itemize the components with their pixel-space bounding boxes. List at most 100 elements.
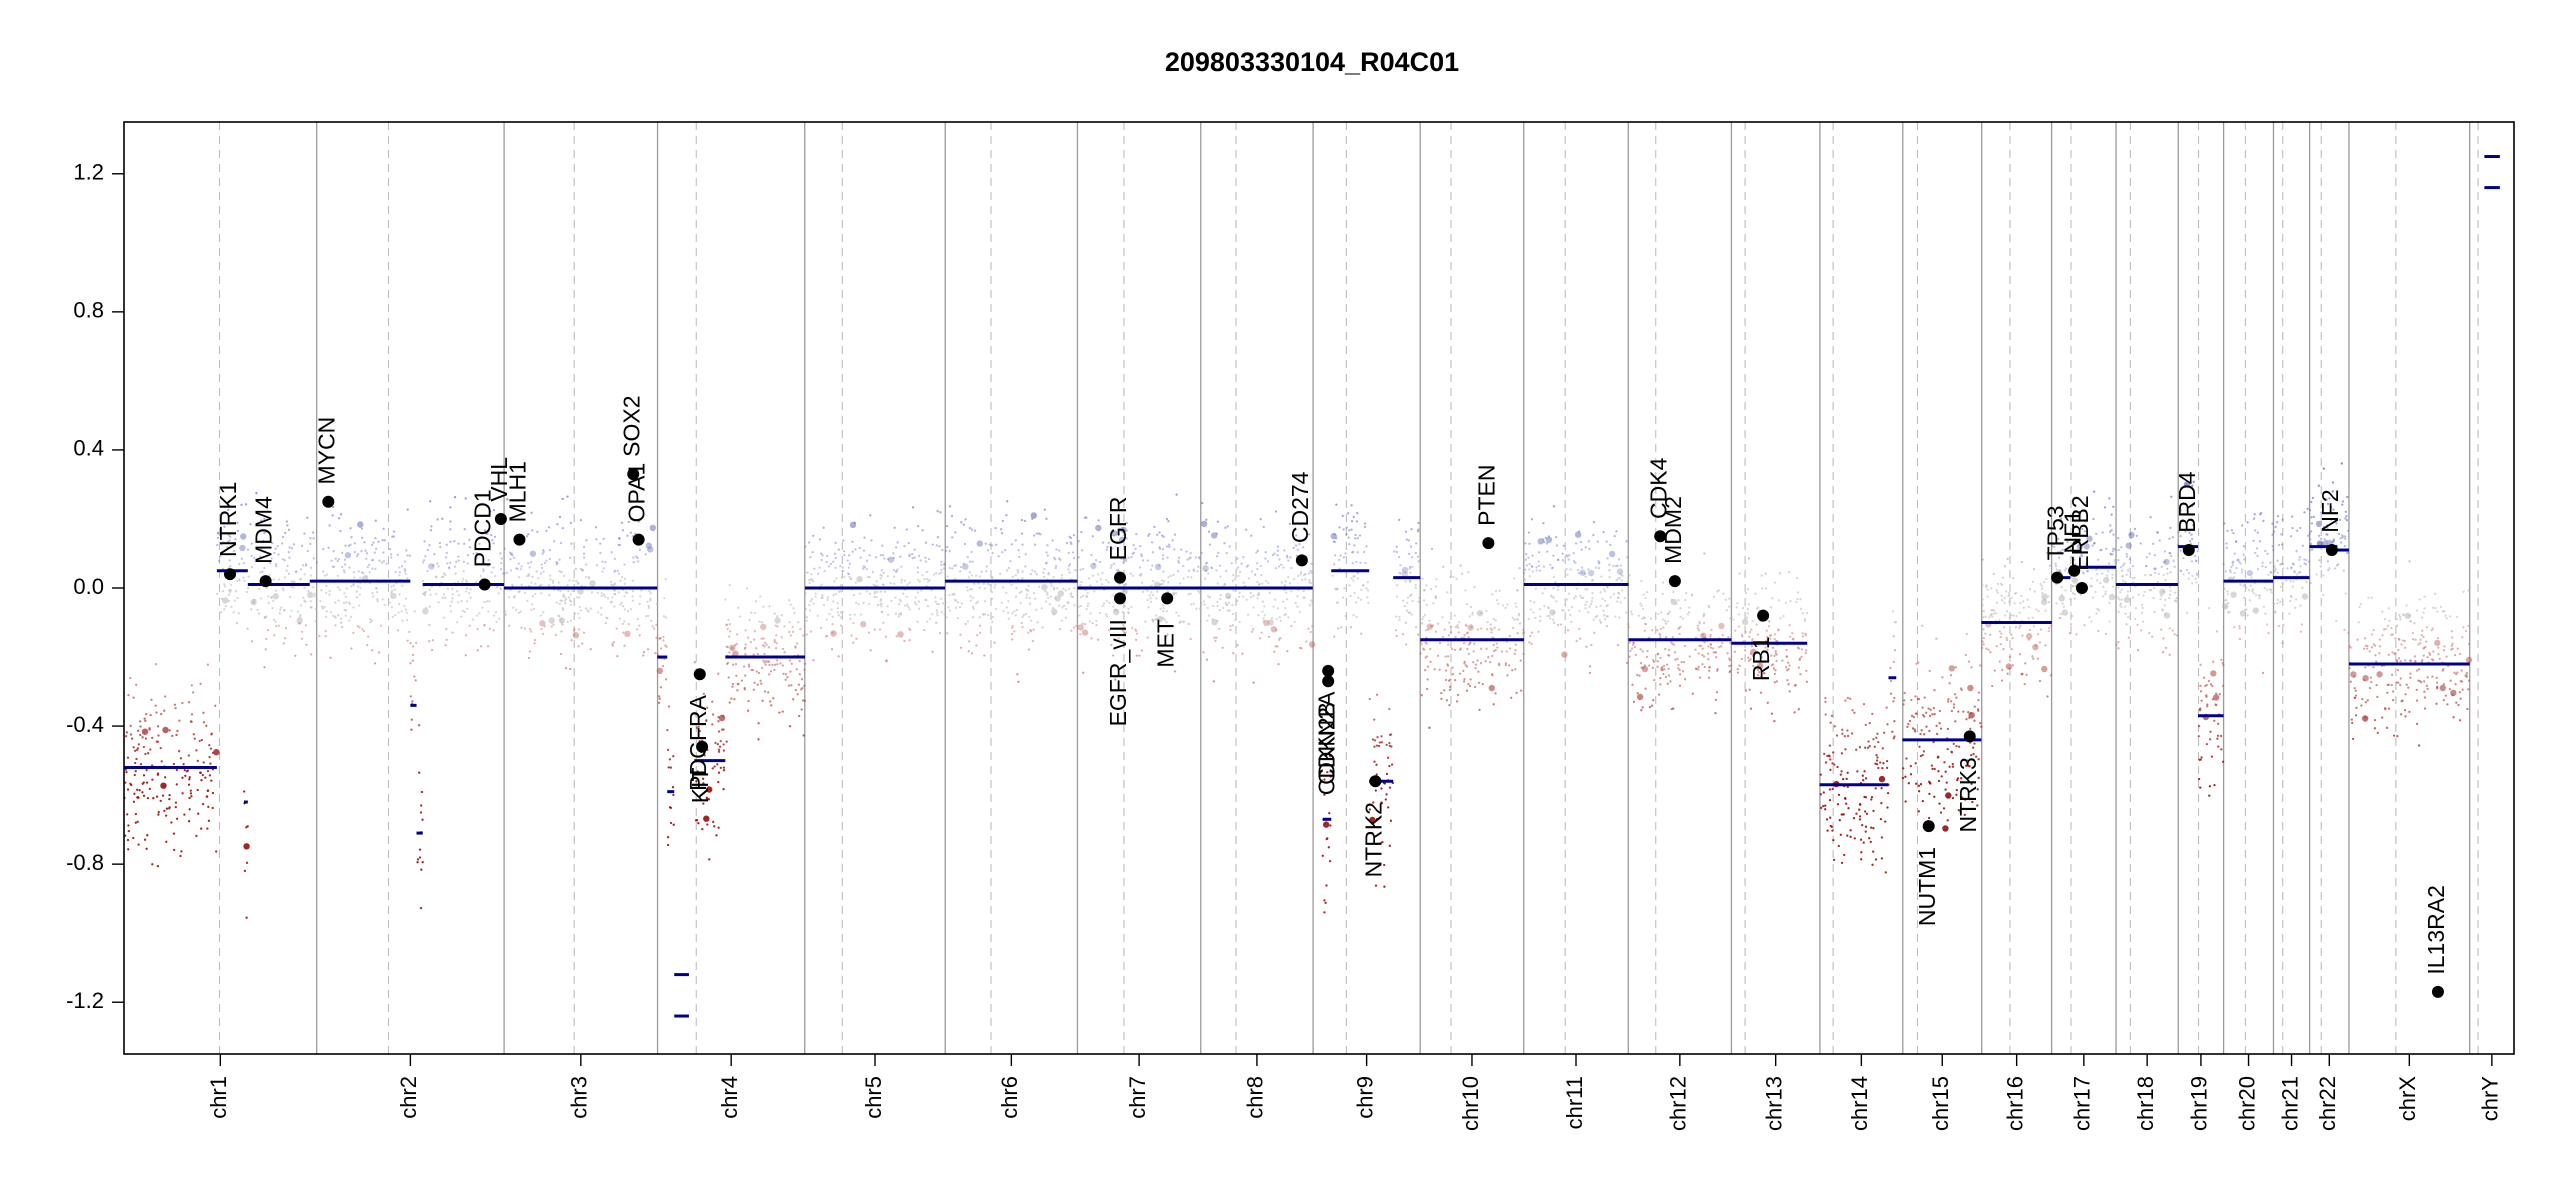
- probe-point: [304, 624, 308, 627]
- probe-point: [304, 563, 308, 566]
- probe-point: [306, 549, 310, 553]
- probe-point: [1425, 642, 1429, 645]
- probe-point: [1619, 573, 1623, 576]
- probe-point: [1652, 699, 1655, 702]
- probe-point: [2113, 548, 2117, 551]
- probe-point: [489, 510, 492, 513]
- probe-point: [337, 558, 340, 561]
- probe-point: [447, 566, 451, 569]
- probe-point: [509, 569, 513, 572]
- probe-point: [561, 607, 564, 610]
- probe-point: [398, 571, 402, 574]
- probe-point: [134, 812, 138, 816]
- probe-point: [722, 749, 726, 752]
- probe-point: [658, 697, 661, 700]
- probe-point: [624, 591, 628, 594]
- probe-point: [1387, 806, 1390, 809]
- probe-point: [1527, 531, 1531, 534]
- probe-point: [478, 612, 481, 615]
- probe-point: [2152, 596, 2155, 600]
- probe-point: [1584, 575, 1587, 578]
- probe-point: [2256, 568, 2260, 571]
- probe-point: [2378, 652, 2381, 655]
- probe-point: [750, 611, 753, 614]
- probe-point: [1644, 622, 1647, 626]
- probe-point: [1720, 645, 1723, 648]
- probe-point: [1568, 554, 1571, 557]
- probe-point: [1110, 643, 1113, 647]
- probe-point: [2050, 544, 2054, 548]
- probe-point: [482, 570, 485, 573]
- probe-point: [2096, 607, 2099, 611]
- probe-point: [405, 611, 408, 614]
- probe-point: [1385, 772, 1389, 776]
- probe-point: [1146, 598, 1149, 602]
- probe-point: [325, 573, 329, 576]
- probe-point: [983, 587, 987, 590]
- probe-point: [474, 558, 477, 561]
- probe-point: [2140, 611, 2144, 614]
- probe-point: [1360, 632, 1363, 635]
- probe-point: [374, 519, 377, 522]
- probe-point: [1546, 550, 1549, 553]
- probe-point: [2095, 612, 2098, 615]
- probe-point: [1388, 844, 1391, 847]
- probe-point: [475, 557, 478, 560]
- probe-point: [144, 752, 147, 756]
- probe-point: [623, 644, 626, 647]
- probe-point: [563, 595, 566, 599]
- probe-point: [1614, 615, 1617, 618]
- probe-point: [1039, 533, 1042, 536]
- probe-point: [645, 542, 652, 549]
- probe-point: [980, 570, 983, 573]
- probe-point: [332, 505, 335, 509]
- probe-point: [2256, 554, 2259, 558]
- probe-point: [804, 607, 808, 611]
- probe-point: [2262, 605, 2266, 608]
- probe-point: [1423, 648, 1426, 651]
- probe-point: [2090, 577, 2093, 580]
- probe-point: [2241, 524, 2244, 527]
- probe-point: [157, 734, 160, 737]
- probe-point: [988, 543, 991, 546]
- probe-point: [655, 623, 658, 627]
- probe-point: [511, 554, 514, 557]
- probe-point: [1730, 664, 1733, 667]
- probe-point: [437, 565, 440, 568]
- probe-point: [768, 605, 771, 608]
- probe-point: [1830, 825, 1833, 828]
- probe-point: [1847, 807, 1850, 810]
- probe-point: [245, 590, 249, 594]
- probe-point: [832, 593, 835, 597]
- probe-point: [523, 591, 527, 595]
- probe-point: [783, 651, 786, 654]
- probe-point: [581, 642, 584, 645]
- probe-point: [642, 654, 645, 657]
- probe-point: [1363, 550, 1366, 554]
- probe-point: [1161, 554, 1165, 557]
- probe-point: [1597, 560, 1600, 563]
- probe-point: [1874, 787, 1877, 790]
- probe-point: [1629, 610, 1633, 613]
- probe-point: [865, 567, 868, 571]
- probe-point: [1256, 580, 1259, 584]
- probe-point: [1544, 536, 1548, 539]
- probe-point: [1487, 656, 1490, 659]
- probe-point: [1208, 596, 1211, 599]
- probe-point: [2154, 567, 2157, 570]
- probe-point: [1324, 901, 1327, 905]
- probe-point: [1082, 671, 1085, 674]
- probe-point: [843, 553, 846, 557]
- probe-point: [706, 786, 713, 793]
- probe-point: [2437, 653, 2440, 656]
- probe-point: [1885, 706, 1888, 709]
- probe-point: [1970, 666, 1973, 669]
- probe-point: [601, 560, 604, 563]
- probe-point: [724, 598, 727, 601]
- probe-point: [962, 562, 965, 565]
- probe-point: [436, 518, 439, 521]
- probe-point: [126, 788, 130, 791]
- probe-point: [1894, 620, 1898, 624]
- probe-point: [2045, 551, 2049, 555]
- probe-point: [342, 601, 346, 605]
